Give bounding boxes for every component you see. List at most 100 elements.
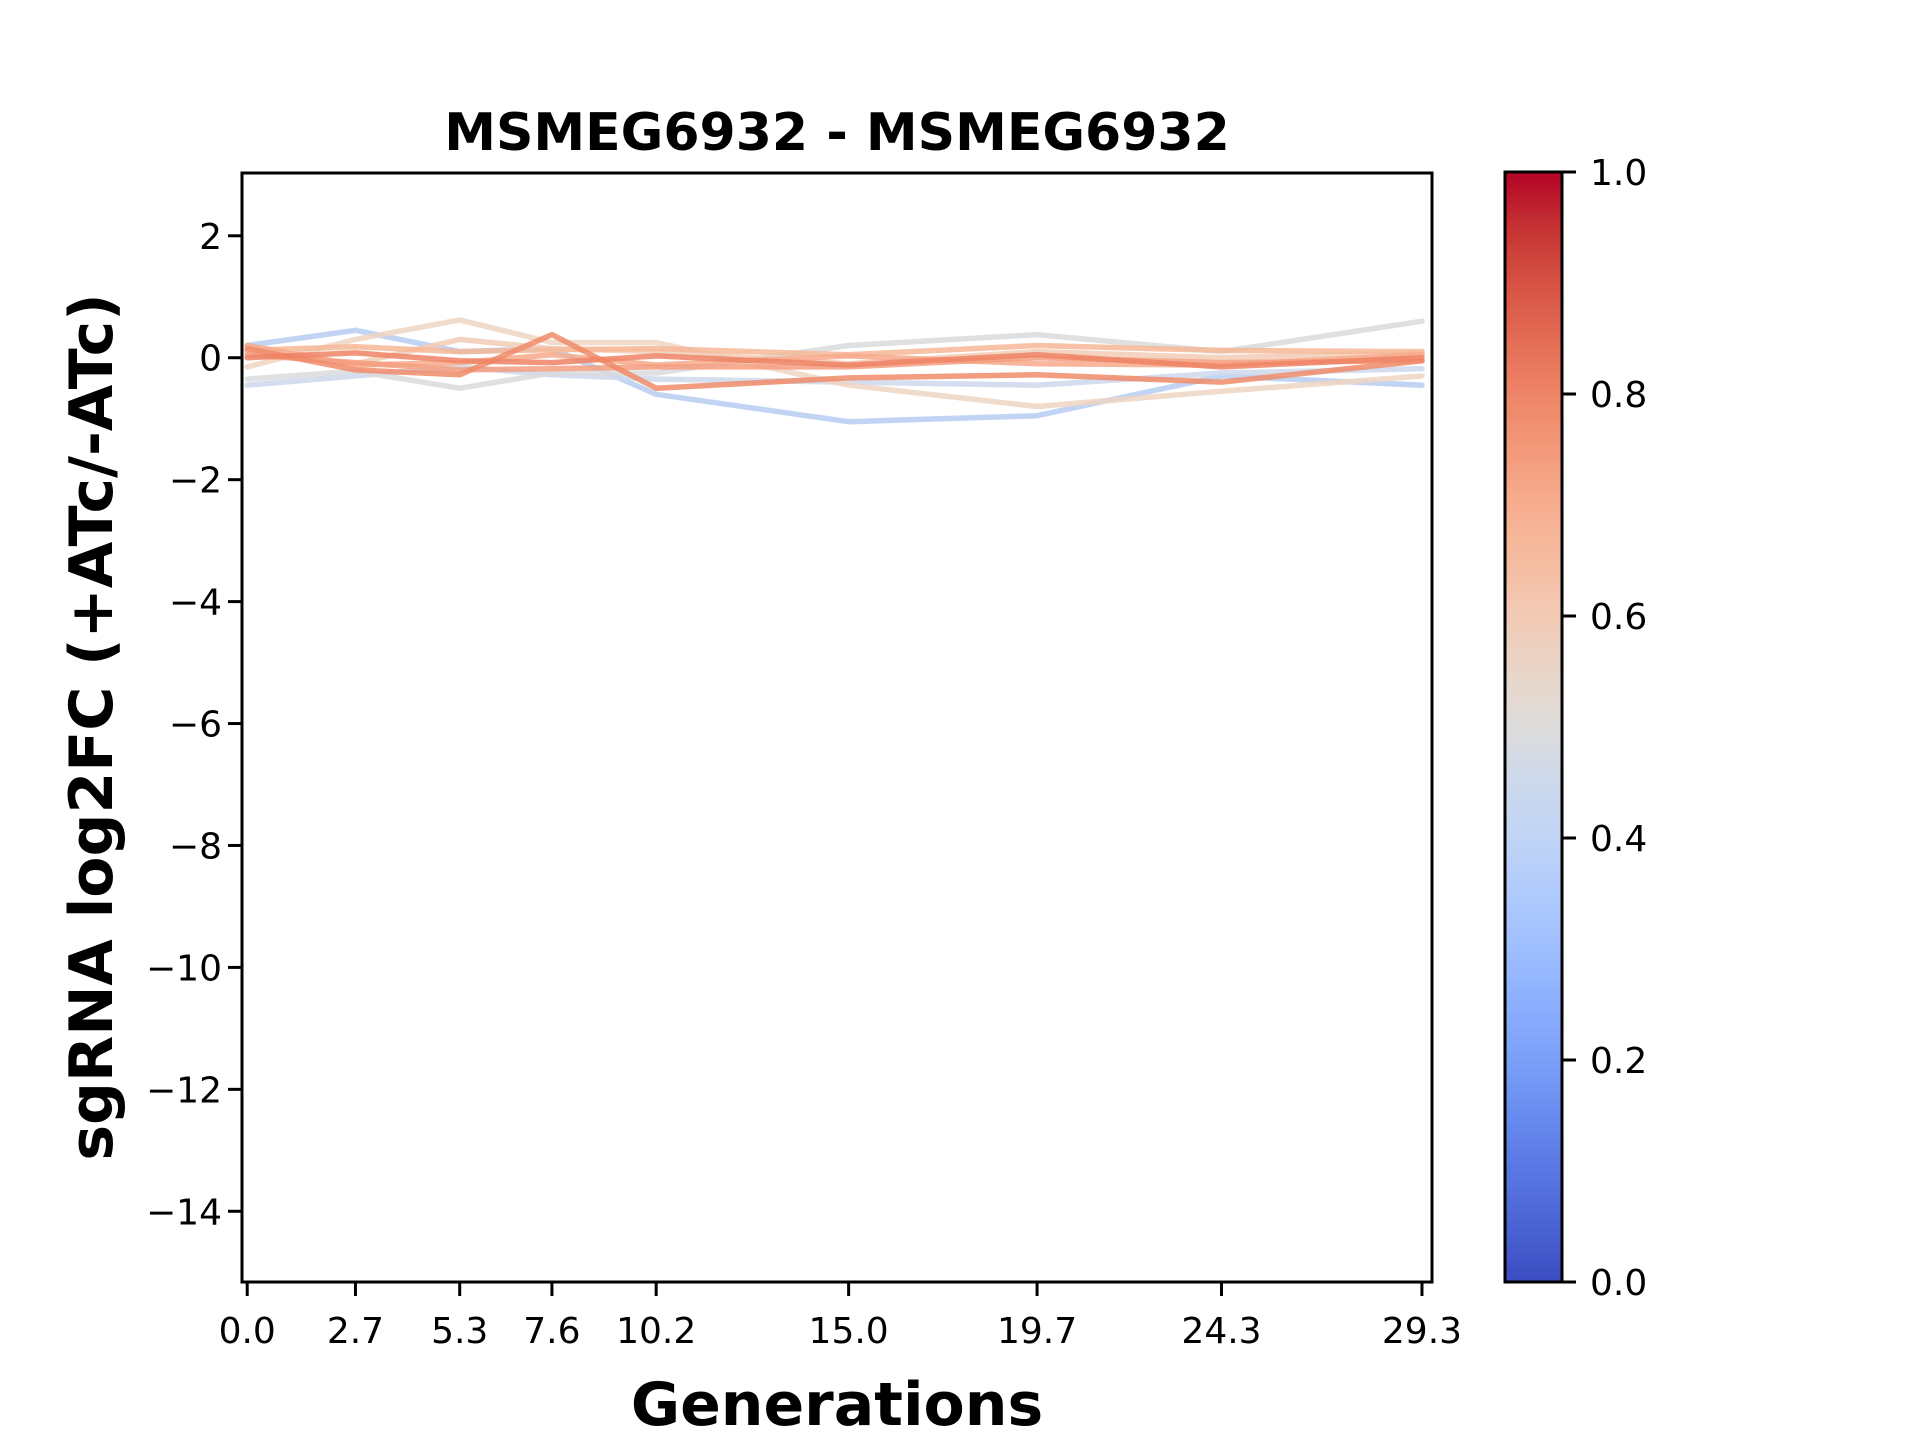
x-tick-label: 0.0 (219, 1311, 276, 1352)
colorbar-strip (1505, 845, 1562, 855)
colorbar-strip (1505, 370, 1562, 379)
series-line-line-10 (244, 350, 1425, 370)
colorbar-strip (1505, 600, 1562, 609)
x-axis-ticks: 0.0 2.7 5.3 7.6 10.2 15.0 19.7 24.3 29.3 (219, 1282, 1462, 1352)
colorbar-strip (1505, 1258, 1562, 1267)
y-tick-label: −10 (146, 948, 222, 989)
colorbar-strip (1505, 243, 1562, 253)
colorbar-strip (1505, 964, 1562, 974)
x-tick-label: 7.6 (523, 1311, 580, 1352)
colorbar-strip (1505, 1139, 1562, 1149)
colorbar-strip (1505, 877, 1562, 887)
colorbar-strip (1505, 806, 1562, 816)
x-tick-label: 24.3 (1181, 1311, 1261, 1352)
colorbar-tick-label: 1.0 (1590, 153, 1647, 194)
colorbar-strip (1505, 449, 1562, 459)
colorbar-strip (1505, 639, 1562, 649)
colorbar-strip (1505, 195, 1562, 205)
colorbar-strip (1505, 980, 1562, 990)
series-line-line-9 (244, 331, 1425, 391)
colorbar-strip (1505, 1123, 1562, 1133)
colorbar-strip (1505, 465, 1562, 475)
colorbar-strip (1505, 504, 1562, 514)
colorbar-strip (1505, 275, 1562, 284)
colorbar-strip (1505, 568, 1562, 578)
colorbar-strip (1505, 869, 1562, 879)
colorbar-strip (1505, 393, 1562, 403)
colorbar-strip (1505, 933, 1562, 942)
colorbar-strip (1505, 726, 1562, 736)
colorbar-strip (1505, 1274, 1562, 1283)
colorbar-strip (1505, 1218, 1562, 1228)
colorbar-strip (1505, 560, 1562, 570)
colorbar-strip (1505, 1242, 1562, 1252)
colorbar-strip (1505, 663, 1562, 673)
colorbar-strip (1505, 1147, 1562, 1156)
colorbar-strip (1505, 346, 1562, 356)
series-lines (244, 317, 1425, 425)
y-tick-label: −14 (146, 1192, 222, 1233)
series-line-line-4 (244, 317, 1425, 410)
colorbar-strip (1505, 1194, 1562, 1204)
colorbar-strip (1505, 631, 1562, 641)
colorbar-strip (1505, 893, 1562, 903)
colorbar-strip (1505, 330, 1562, 340)
colorbar-strip (1505, 552, 1562, 562)
colorbar-strip (1505, 1202, 1562, 1212)
colorbar-strip (1505, 1028, 1562, 1038)
colorbar-strip (1505, 948, 1562, 958)
colorbar-strip (1505, 798, 1562, 808)
colorbar-tick-label: 0.6 (1590, 597, 1647, 638)
colorbar-strip (1505, 1131, 1562, 1141)
y-tick-label: −8 (169, 826, 222, 867)
colorbar-strip (1505, 830, 1562, 839)
colorbar-strip (1505, 901, 1562, 911)
colorbar-strip (1505, 711, 1562, 720)
colorbar-strip (1505, 1226, 1562, 1236)
colorbar-strip (1505, 782, 1562, 792)
colorbar-strip (1505, 386, 1562, 395)
colorbar-strip (1505, 235, 1562, 245)
colorbar-strip (1505, 925, 1562, 934)
colorbar-strip (1505, 576, 1562, 586)
colorbar-strip (1505, 1020, 1562, 1030)
colorbar-strip (1505, 592, 1562, 601)
y-axis-ticks: 2 0 −2 −4 −6 −8 −10 −12 −14 (146, 217, 242, 1233)
colorbar-strip (1505, 1115, 1562, 1125)
colorbar-strip (1505, 655, 1562, 665)
colorbar-strip (1505, 1178, 1562, 1188)
colorbar-strip (1505, 227, 1562, 237)
colorbar-strip (1505, 1083, 1562, 1093)
colorbar-strip (1505, 378, 1562, 387)
colorbar-strip (1505, 1155, 1562, 1164)
colorbar-strip (1505, 1107, 1562, 1117)
colorbar-strip (1505, 615, 1562, 625)
y-tick-label: 2 (199, 217, 222, 258)
colorbar-strip (1505, 988, 1562, 998)
colorbar-strip (1505, 671, 1562, 681)
colorbar-strip (1505, 282, 1562, 292)
colorbar-outline (1503, 170, 1564, 1284)
colorbar-gradient (1505, 171, 1562, 1283)
colorbar-strip (1505, 758, 1562, 768)
y-tick-label: 0 (199, 339, 222, 380)
colorbar-strip (1505, 457, 1562, 467)
colorbar-strip (1505, 489, 1562, 498)
colorbar-strip (1505, 306, 1562, 316)
colorbar-strip (1505, 473, 1562, 483)
colorbar-strip (1505, 719, 1562, 728)
colorbar-strip (1505, 750, 1562, 760)
colorbar-tick-label: 0.8 (1590, 375, 1647, 416)
colorbar-strip (1505, 219, 1562, 229)
colorbar-strip (1505, 1012, 1562, 1022)
colorbar-strip (1505, 853, 1562, 863)
colorbar-strip (1505, 996, 1562, 1006)
colorbar-strip (1505, 695, 1562, 705)
colorbar-strip (1505, 956, 1562, 966)
colorbar-strip (1505, 497, 1562, 506)
axes-spines (240, 171, 1434, 1284)
colorbar-strip (1505, 861, 1562, 871)
colorbar-strip (1505, 544, 1562, 554)
colorbar-strip (1505, 171, 1562, 181)
